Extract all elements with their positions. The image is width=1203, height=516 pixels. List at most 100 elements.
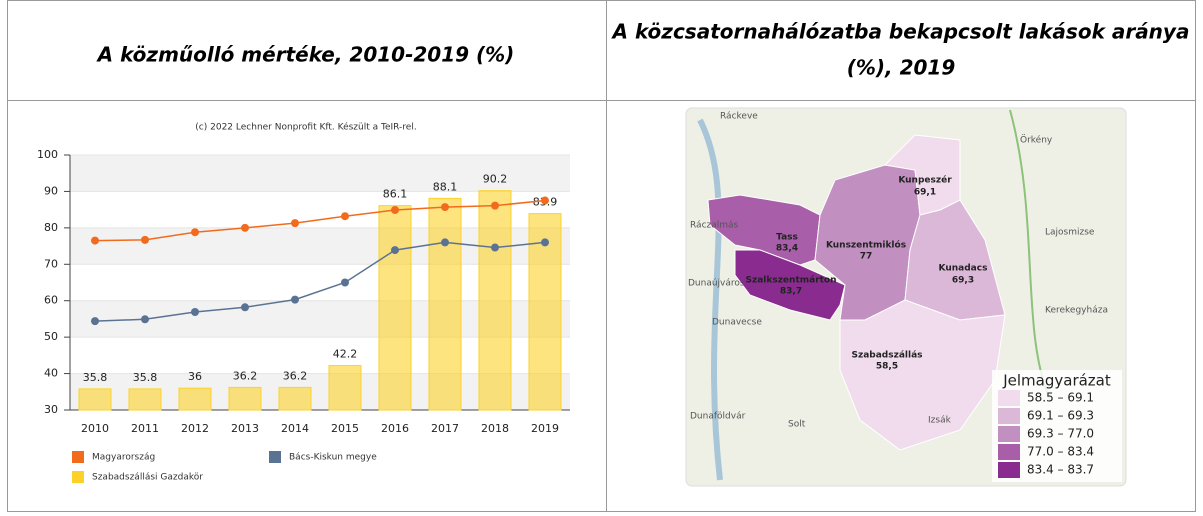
point xyxy=(441,238,449,246)
y-tick-label: 50 xyxy=(44,330,58,343)
point xyxy=(291,296,299,304)
region-value: 83,7 xyxy=(780,287,802,297)
y-tick-label: 100 xyxy=(37,148,58,161)
data-label: 35.8 xyxy=(83,371,108,384)
region-value: 77 xyxy=(860,252,873,262)
point xyxy=(541,238,549,246)
bar xyxy=(79,389,111,410)
point xyxy=(491,244,499,252)
header: A közcsatornahálózatba bekapcsolt lakáso… xyxy=(611,20,1190,44)
legend-swatch xyxy=(998,426,1020,442)
place-label: Ráckeve xyxy=(720,112,758,122)
point xyxy=(391,206,399,214)
x-tick-label: 2014 xyxy=(281,422,309,435)
data-label: 90.2 xyxy=(483,173,508,186)
legend-label: Magyarország xyxy=(92,453,155,463)
legend-swatch xyxy=(72,471,84,483)
legend-swatch xyxy=(998,408,1020,424)
region-value: 69,1 xyxy=(914,188,936,198)
bar xyxy=(179,388,211,410)
region-name: Kunadacs xyxy=(939,264,988,274)
place-label: Dunavecse xyxy=(712,318,762,328)
bar xyxy=(379,206,411,410)
place-label: Kerekegyháza xyxy=(1045,306,1108,316)
region-value: 58,5 xyxy=(876,362,898,372)
x-tick-label: 2017 xyxy=(431,422,459,435)
chart-subtitle: (c) 2022 Lechner Nonprofit Kft. Készült … xyxy=(195,122,416,133)
legend-label: 77.0 – 83.4 xyxy=(1027,445,1094,459)
bar xyxy=(329,366,361,410)
point xyxy=(291,219,299,227)
point xyxy=(541,197,549,205)
point xyxy=(141,236,149,244)
region-name: Kunpeszér xyxy=(898,175,952,186)
body: A közműolló mértéke, 2010-2019 (%) A köz… xyxy=(0,0,1203,512)
x-tick-label: 2010 xyxy=(81,422,109,435)
x-tick-label: 2011 xyxy=(131,422,159,435)
bar xyxy=(129,389,161,410)
header: A közműolló mértéke, 2010-2019 (%) xyxy=(96,43,515,67)
data-label: 42.2 xyxy=(333,348,358,361)
place-label: Solt xyxy=(788,420,806,430)
place-label: Dunaföldvár xyxy=(690,412,746,422)
point xyxy=(491,202,499,210)
point xyxy=(91,317,99,325)
y-tick-label: 40 xyxy=(44,367,58,380)
point xyxy=(391,246,399,254)
legend-label: 69.3 – 77.0 xyxy=(1027,427,1094,441)
legend-swatch xyxy=(998,462,1020,478)
x-tick-label: 2013 xyxy=(231,422,259,435)
bar xyxy=(479,191,511,410)
point xyxy=(141,315,149,323)
y-tick-label: 70 xyxy=(44,257,58,270)
place-label: Lajosmizse xyxy=(1045,228,1095,238)
map-legend-title: Jelmagyarázat xyxy=(1002,372,1111,390)
x-tick-label: 2018 xyxy=(481,422,509,435)
point xyxy=(441,203,449,211)
point xyxy=(341,279,349,287)
y-tick-label: 80 xyxy=(44,221,58,234)
map: Ráckeve Örkény Ráczalmás Lajosmizse Duna… xyxy=(686,108,1126,486)
x-tick-label: 2015 xyxy=(331,422,359,435)
y-tick-label: 60 xyxy=(44,294,58,307)
place-label: Dunaújváros xyxy=(688,279,745,289)
bar xyxy=(429,198,461,410)
data-label: 88.1 xyxy=(433,180,458,193)
legend-swatch xyxy=(998,444,1020,460)
bar xyxy=(229,387,261,410)
legend-label: Bács-Kiskun megye xyxy=(289,453,377,463)
bar xyxy=(279,387,311,410)
header: (%), 2019 xyxy=(847,56,956,80)
data-label: 36.2 xyxy=(233,369,258,382)
legend-label: 58.5 – 69.1 xyxy=(1027,391,1094,405)
region-value: 69,3 xyxy=(952,276,974,286)
y-tick-label: 90 xyxy=(44,184,58,197)
point xyxy=(191,228,199,236)
place-label: Ráczalmás xyxy=(690,221,739,231)
region-name: Szalkszentmárton xyxy=(745,276,836,286)
place-label: Izsák xyxy=(928,416,952,426)
point xyxy=(241,303,249,311)
x-tick-label: 2019 xyxy=(531,422,559,435)
region-name: Tass xyxy=(776,233,798,243)
data-label: 36 xyxy=(188,370,202,383)
legend-label: 83.4 – 83.7 xyxy=(1027,463,1094,477)
point xyxy=(341,212,349,220)
chart: 30 40 50 60 70 80 90 100 2010 2011 2012 2013 2014 201… xyxy=(37,148,570,483)
page: {"table": {"headers": ["A közműolló mért… xyxy=(0,0,1203,512)
region-value: 83,4 xyxy=(776,244,798,254)
x-tick-label: 2012 xyxy=(181,422,209,435)
x-tick-label: 2016 xyxy=(381,422,409,435)
point xyxy=(91,237,99,245)
data-label: 36.2 xyxy=(283,369,308,382)
region-name: Szabadszállás xyxy=(851,351,922,361)
point xyxy=(241,224,249,232)
legend-label: Szabadszállási Gazdakör xyxy=(92,473,203,483)
legend-label: 69.1 – 69.3 xyxy=(1027,409,1094,423)
data-label: 86.1 xyxy=(383,188,408,201)
region-name: Kunszentmiklós xyxy=(826,240,906,251)
point xyxy=(191,308,199,316)
document: A közműolló mértéke, 2010-2019 (%) A köz… xyxy=(0,0,1203,512)
place-label: Örkény xyxy=(1020,135,1053,146)
y-tick-label: 30 xyxy=(44,403,58,416)
